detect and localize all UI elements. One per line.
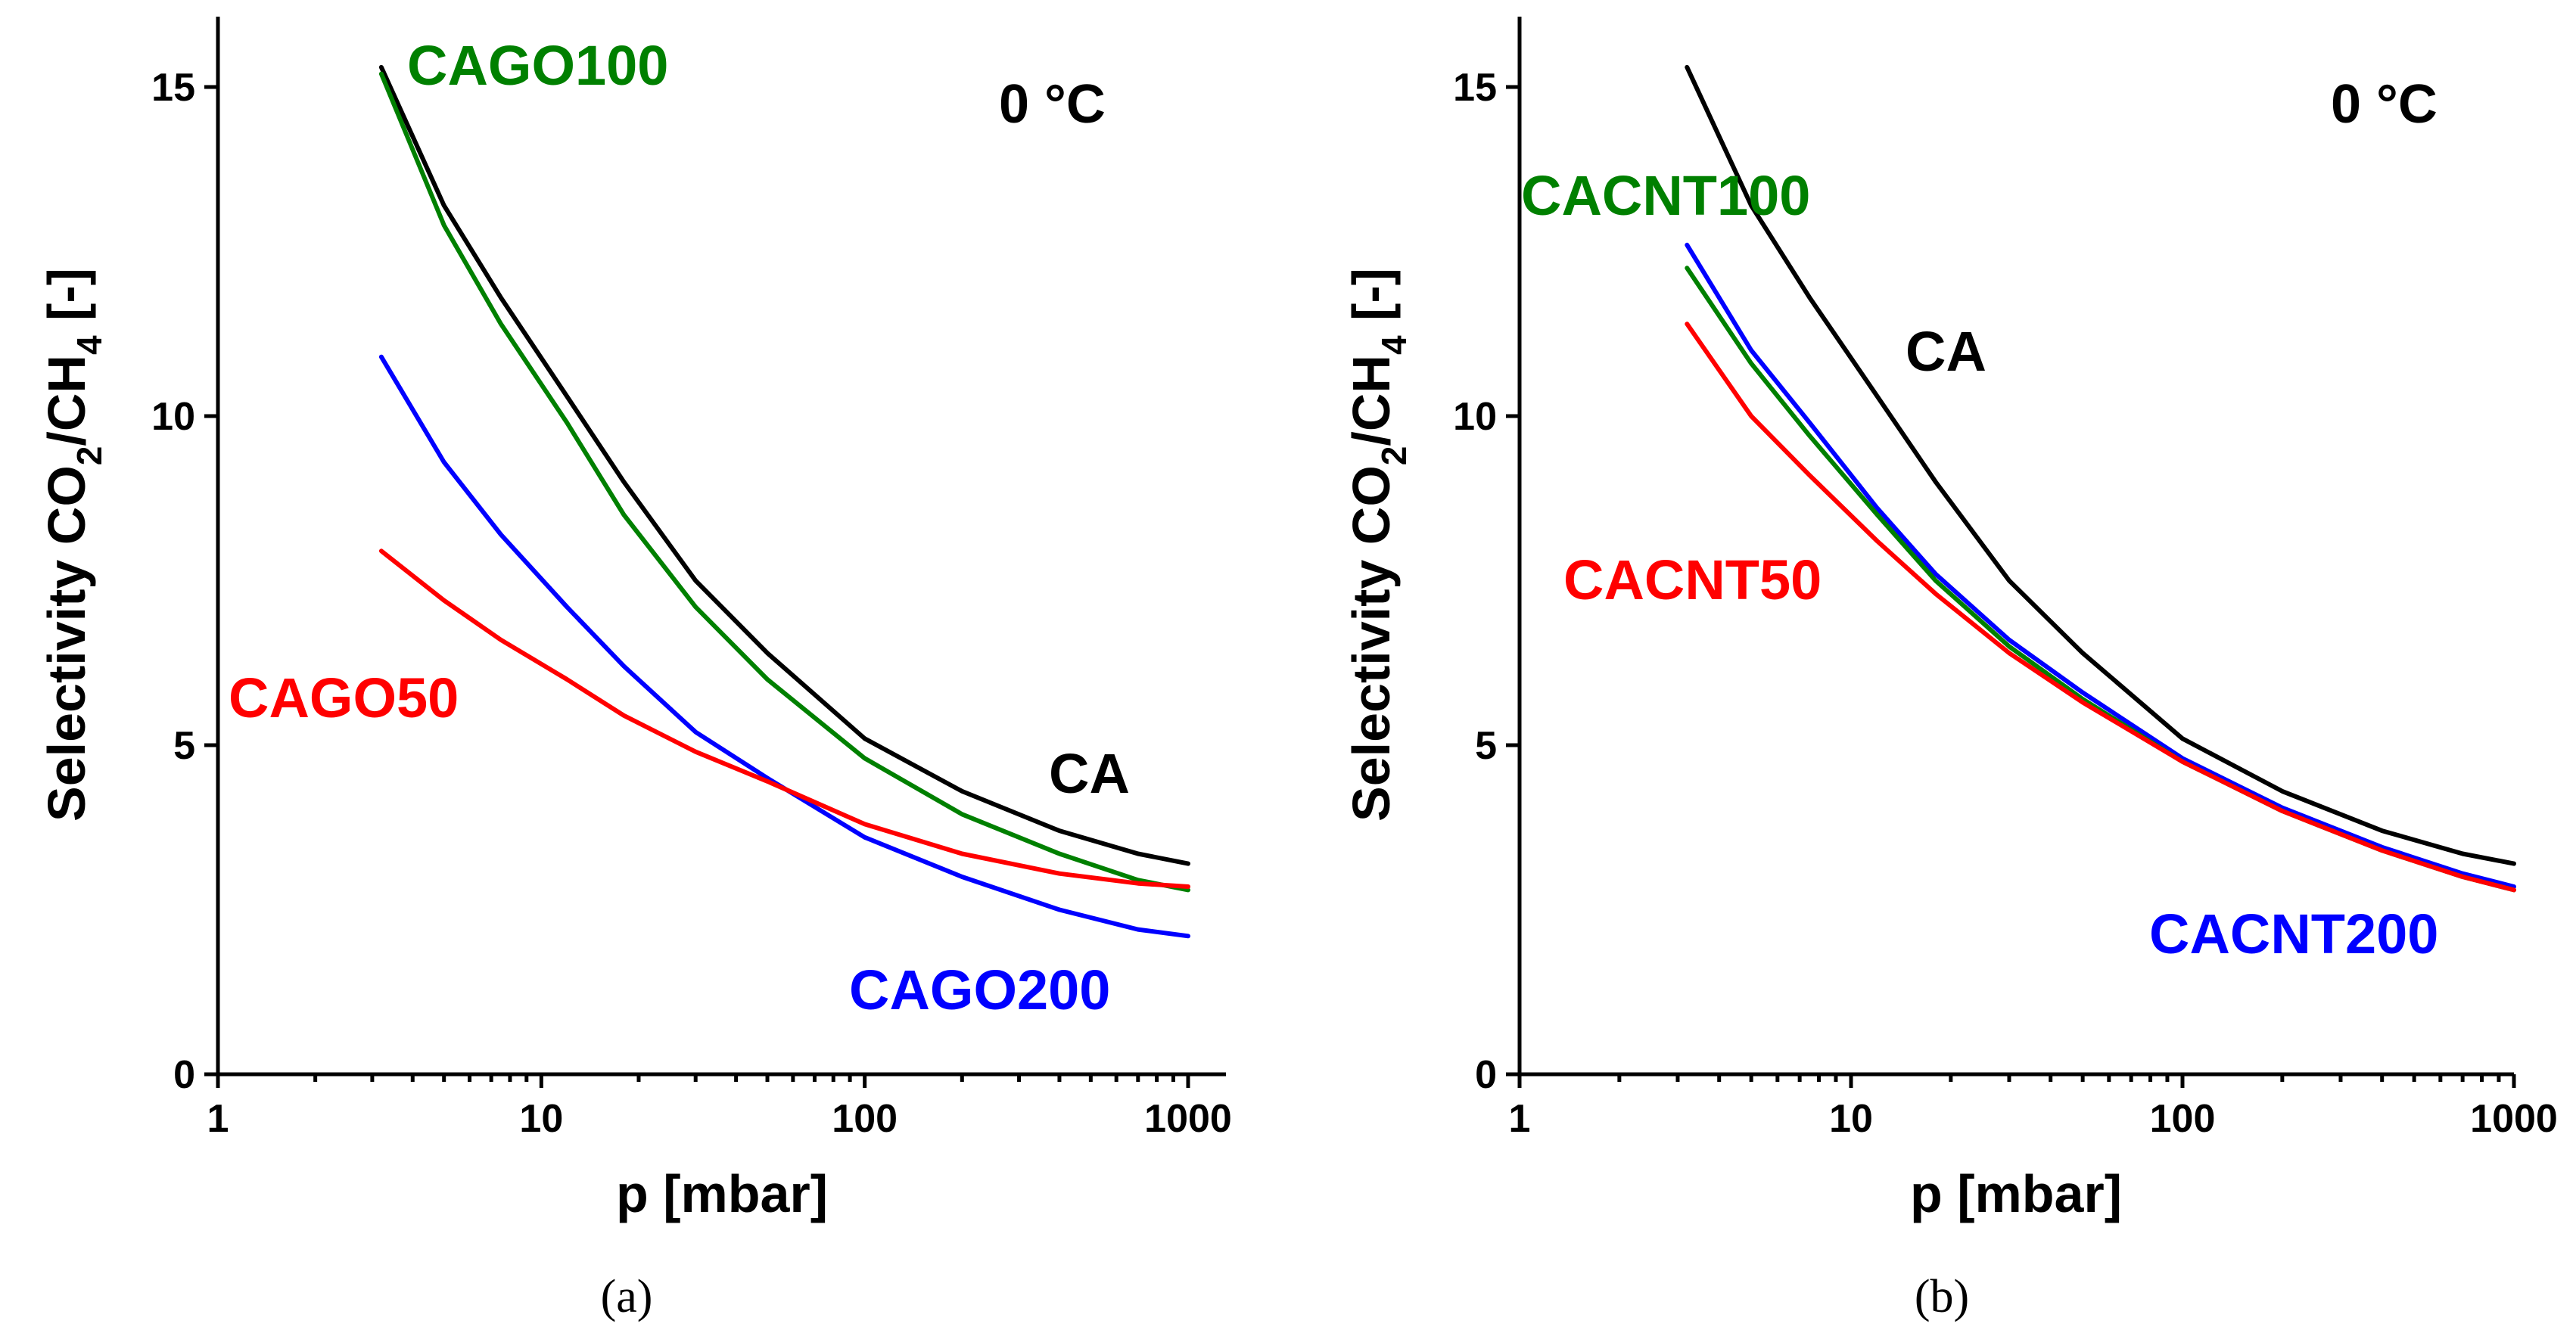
panel-a-x-tick-label: 100 <box>832 1097 898 1141</box>
panel-a-series-ca <box>378 64 1190 866</box>
panel-b-y-tick-label: 5 <box>1475 724 1497 768</box>
panel-b-x-tick-label: 1 <box>1509 1097 1531 1141</box>
panel-b-x-axis-title: p [mbar] <box>1910 1164 2122 1223</box>
panel-a-y-tick-label: 0 <box>173 1053 195 1097</box>
panel-b-y-axis-title: Selectivity CO2/CH4 [-] <box>1342 268 1414 822</box>
panel-b-caption: (b) <box>1915 1271 1969 1322</box>
panel-a-label-cago200: CAGO200 <box>849 959 1110 1021</box>
panel-a-label-cago100: CAGO100 <box>407 34 668 97</box>
panel-b-y-tick-label: 15 <box>1453 66 1497 110</box>
panel-a-x-tick-label: 10 <box>519 1097 563 1141</box>
panel-b-y-tick-label: 10 <box>1453 395 1497 439</box>
panel-b-label-cacnt200: CACNT200 <box>2149 903 2438 965</box>
panel-a-y-tick-label: 5 <box>173 724 195 768</box>
panel-b-ticks: 1 10 100 1000 0 5 10 15 <box>1453 66 2558 1141</box>
panel-a-label-ca: CA <box>1049 742 1130 805</box>
panel-b-x-tick-label: 1000 <box>2470 1097 2558 1141</box>
panel-b-axes <box>1517 17 2514 1077</box>
panel-b-label-ca: CA <box>1906 320 1986 383</box>
panel-b-x-tick-label: 10 <box>1829 1097 1873 1141</box>
panel-b-series-cacnt200 <box>1685 242 2516 889</box>
panel-b-x-tick-label: 100 <box>2150 1097 2216 1141</box>
panel-b-series-ca <box>1685 64 2516 866</box>
panel-a-temperature-label: 0 °C <box>999 74 1106 135</box>
panel-b-y-tick-label: 0 <box>1475 1053 1497 1097</box>
panel-a-y-tick-label: 15 <box>151 66 195 110</box>
panel-b-temperature-label: 0 °C <box>2331 74 2438 135</box>
panel-a-caption: (a) <box>601 1271 653 1322</box>
panel-b-label-cacnt50: CACNT50 <box>1563 548 1822 611</box>
panel-a-series <box>378 64 1190 939</box>
panel-a-x-tick-label: 1000 <box>1144 1097 1232 1141</box>
panel-b-chart: 1 10 100 1000 0 5 10 15 0 °C CACNT100 CA CACNT5… <box>1342 17 2558 1322</box>
panel-a-series-cago50 <box>378 548 1190 889</box>
panel-a-y-tick-label: 10 <box>151 395 195 439</box>
panel-a-ticks: 1 10 100 1000 0 5 10 15 <box>151 66 1232 1141</box>
panel-a-series-cago200 <box>378 354 1190 939</box>
panel-a-x-tick-label: 1 <box>207 1097 229 1141</box>
panel-a-label-cago50: CAGO50 <box>229 666 459 729</box>
panel-b-label-cacnt100: CACNT100 <box>1521 164 1810 227</box>
panel-b-series-cacnt50 <box>1685 322 2516 893</box>
panel-a-y-axis-title: Selectivity CO2/CH4 [-] <box>37 268 109 822</box>
panel-b-series <box>1685 64 2516 893</box>
panel-a-series-cago100 <box>378 71 1190 893</box>
panel-a-x-axis-title: p [mbar] <box>616 1164 828 1223</box>
